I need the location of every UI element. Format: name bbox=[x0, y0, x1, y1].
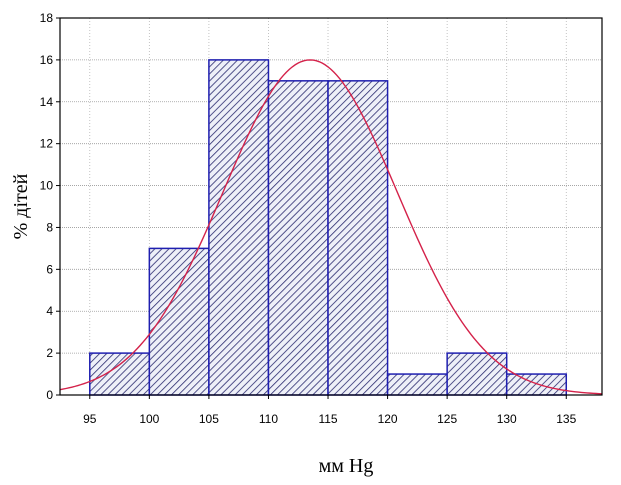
y-tick-label: 2 bbox=[46, 346, 53, 360]
axis-ticks: 0 2 4 6 8 10 12 14 16 18 95 100 105 110 115 120 125 130 13… bbox=[40, 11, 577, 426]
x-tick-label: 120 bbox=[378, 412, 398, 426]
histogram-bar bbox=[327, 80, 389, 396]
histogram-bar bbox=[386, 373, 448, 396]
y-tick-label: 18 bbox=[40, 11, 54, 25]
x-tick-label: 135 bbox=[556, 412, 576, 426]
y-tick-label: 8 bbox=[46, 220, 53, 234]
normal-curve-layer bbox=[59, 59, 603, 395]
x-tick-label: 105 bbox=[199, 412, 219, 426]
x-tick-label: 130 bbox=[497, 412, 517, 426]
histogram-bar bbox=[505, 373, 568, 396]
x-tick-label: 115 bbox=[318, 412, 337, 426]
y-tick-label: 4 bbox=[46, 304, 53, 318]
y-tick-label: 14 bbox=[40, 95, 54, 109]
y-tick-label: 12 bbox=[40, 137, 54, 151]
normal-curve bbox=[59, 59, 603, 395]
x-tick-label: 100 bbox=[139, 412, 159, 426]
histogram-bar bbox=[267, 80, 329, 396]
x-tick-label: 95 bbox=[83, 412, 97, 426]
y-tick-label: 10 bbox=[40, 179, 54, 193]
plot-frame bbox=[59, 17, 603, 396]
histogram-bar bbox=[208, 59, 270, 396]
y-axis-label: % дітей bbox=[10, 173, 32, 239]
histogram-bar bbox=[89, 352, 151, 396]
y-tick-label: 16 bbox=[40, 53, 54, 67]
y-tick-label: 6 bbox=[46, 262, 53, 276]
y-tick-label: 0 bbox=[46, 388, 53, 402]
x-tick-label: 125 bbox=[437, 412, 457, 426]
x-tick-label: 110 bbox=[259, 412, 278, 426]
x-axis-label: мм Hg bbox=[319, 455, 374, 477]
histogram-bar bbox=[446, 352, 508, 396]
